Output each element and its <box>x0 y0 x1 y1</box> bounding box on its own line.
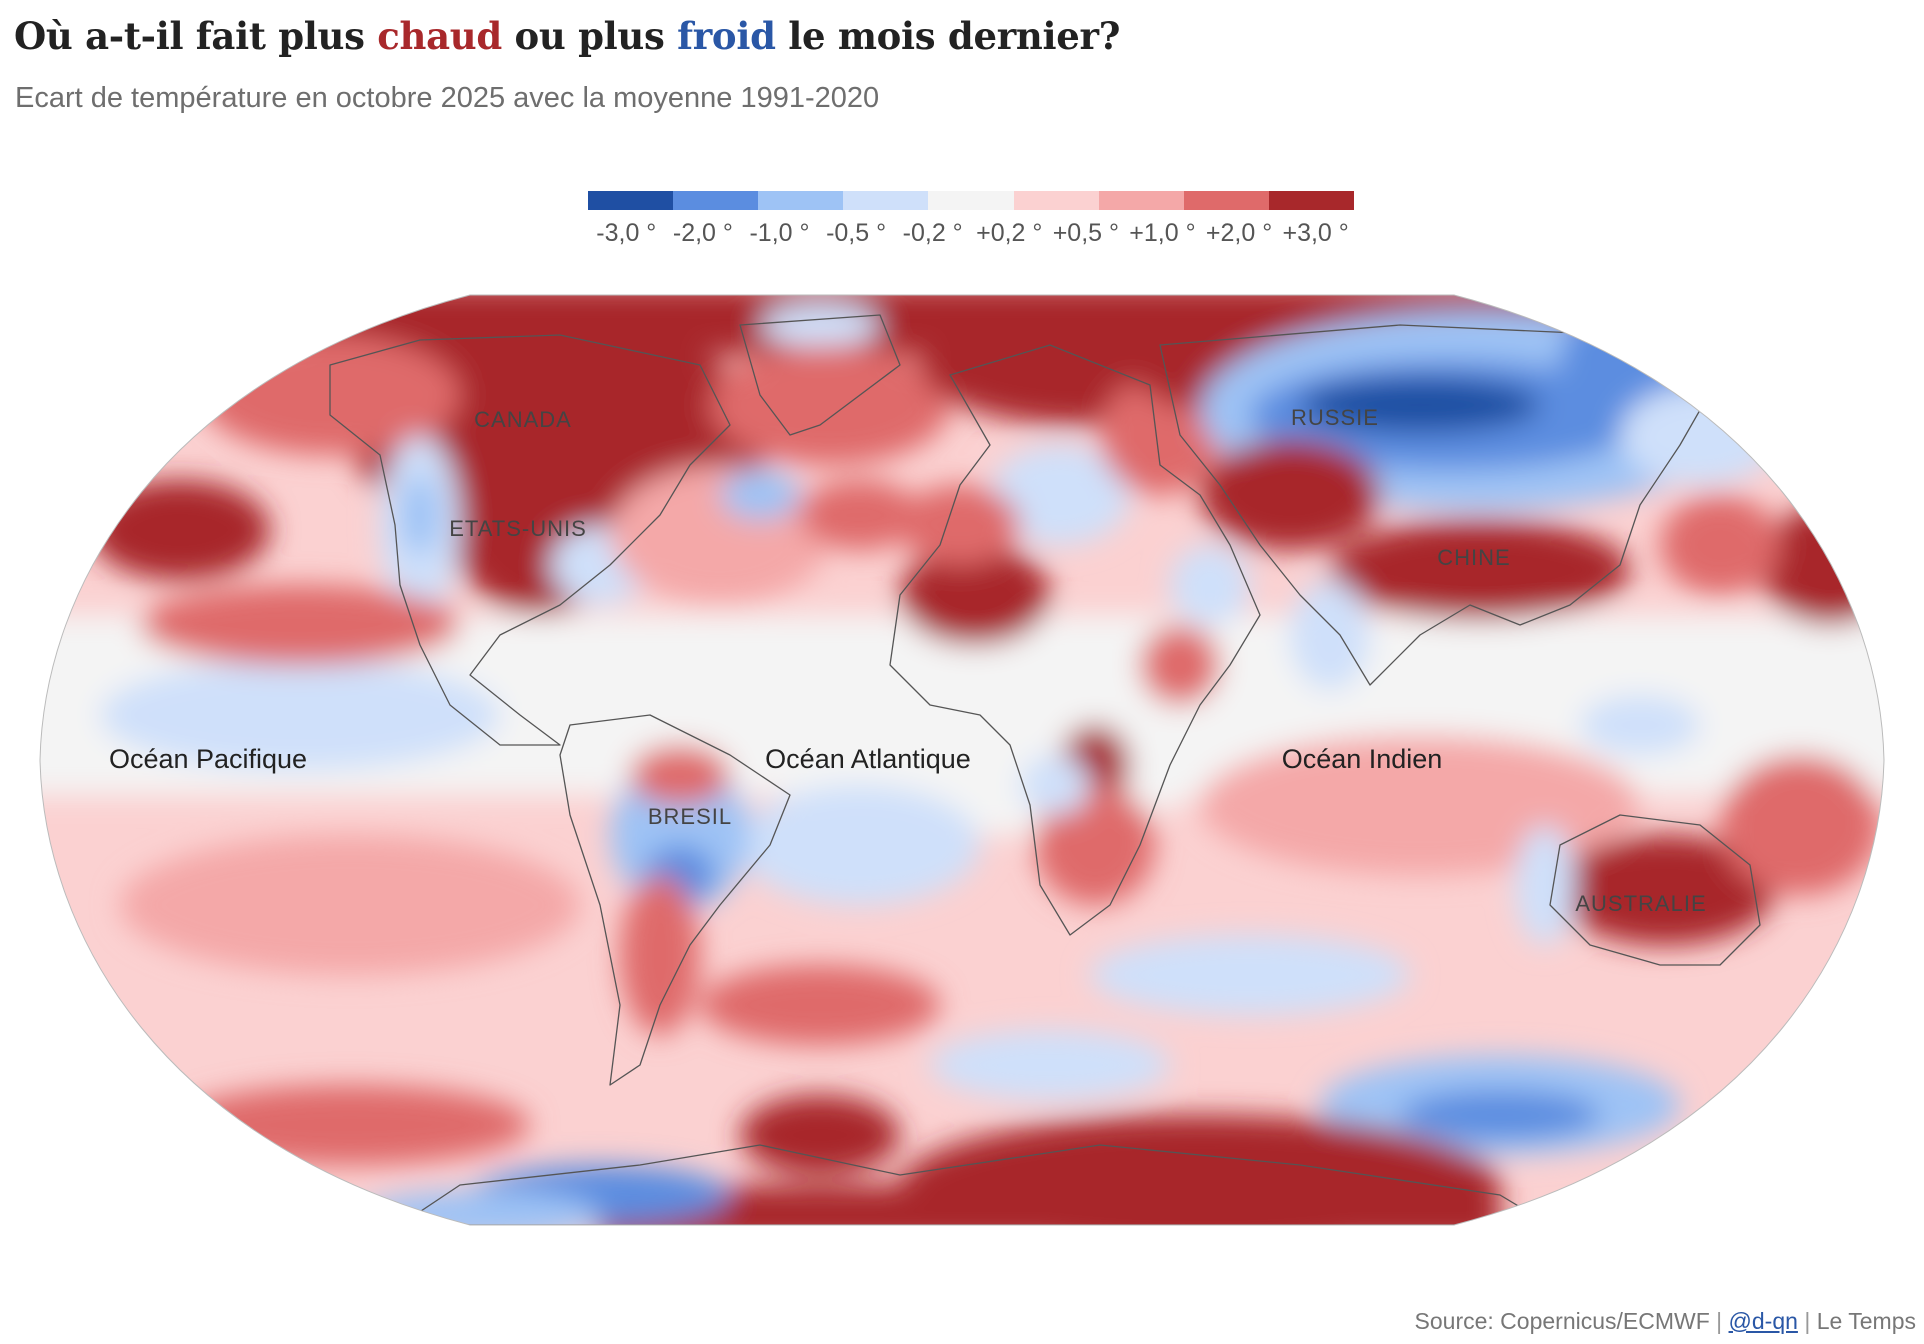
legend-label: -1,0 ° <box>749 219 810 247</box>
legend-swatch-1 <box>588 191 674 210</box>
label-bresil: BRESIL <box>648 804 732 829</box>
title-part-3: le mois dernier? <box>775 14 1121 58</box>
source-footer: Source: Copernicus/ECMWF | @d-qn | Le Te… <box>1415 1308 1916 1335</box>
label-australie: AUSTRALIE <box>1575 891 1706 916</box>
globe-outline <box>39 294 1885 1226</box>
legend-swatch-9 <box>1268 191 1354 210</box>
title-part-1: Où a-t-il fait plus <box>14 14 378 58</box>
legend-swatch-2 <box>673 191 759 210</box>
australia-outline <box>1549 814 1761 966</box>
label-russie: RUSSIE <box>1291 405 1379 430</box>
title-part-2: ou plus <box>501 14 678 58</box>
legend-label: +0,5 ° <box>1052 219 1119 247</box>
publisher-name: Le Temps <box>1816 1308 1916 1334</box>
legend-label: +1,0 ° <box>1129 219 1196 247</box>
footer-separator: | <box>1716 1308 1723 1334</box>
chart-title: Où a-t-il fait plus chaud ou plus froid … <box>14 14 1120 58</box>
legend-swatch-5 <box>928 191 1014 210</box>
greenland-outline <box>739 314 901 436</box>
map-labels: CANADA ETATS-UNIS RUSSIE CHINE BRESIL AU… <box>109 405 1706 916</box>
legend-labels: -3,0 ° -2,0 ° -1,0 ° -0,5 ° -0,2 ° +0,2 … <box>588 219 1354 248</box>
legend-swatch-4 <box>843 191 929 210</box>
coastlines <box>329 314 1761 1225</box>
label-canada: CANADA <box>474 407 572 432</box>
color-legend: -3,0 ° -2,0 ° -1,0 ° -0,5 ° -0,2 ° +0,2 … <box>588 191 1354 261</box>
label-ocean-pacifique: Océan Pacifique <box>109 744 307 774</box>
antarctica-outline <box>399 1144 1551 1225</box>
source-text: Source: Copernicus/ECMWF <box>1414 1308 1710 1334</box>
author-handle-link[interactable]: @d-qn <box>1728 1308 1798 1334</box>
europe-africa-outline <box>889 344 1261 936</box>
chart-subtitle: Ecart de température en octobre 2025 ave… <box>15 82 880 114</box>
legend-label: -0,2 ° <box>902 219 963 247</box>
north-america-outline <box>329 334 731 746</box>
legend-label: +2,0 ° <box>1205 219 1273 247</box>
legend-label: +0,2 ° <box>976 219 1043 247</box>
legend-swatch-7 <box>1098 191 1184 210</box>
title-cold-word: froid <box>677 14 776 58</box>
legend-label: +3,0 ° <box>1282 219 1349 247</box>
legend-swatch-3 <box>758 191 844 210</box>
legend-label: -2,0 ° <box>672 219 733 247</box>
legend-swatch-6 <box>1013 191 1099 210</box>
footer-separator: | <box>1804 1308 1811 1334</box>
legend-swatch-8 <box>1183 191 1269 210</box>
title-hot-word: chaud <box>377 14 502 58</box>
label-ocean-atlantique: Océan Atlantique <box>765 744 971 774</box>
legend-color-bar <box>588 191 1354 210</box>
legend-label: -3,0 ° <box>596 219 657 247</box>
label-chine: CHINE <box>1437 545 1510 570</box>
legend-label: -0,5 ° <box>826 219 887 247</box>
south-america-outline <box>559 714 791 1086</box>
label-etats-unis: ETATS-UNIS <box>449 516 587 541</box>
world-temperature-map: CANADA ETATS-UNIS RUSSIE CHINE BRESIL AU… <box>39 294 1885 1226</box>
label-ocean-indien: Océan Indien <box>1282 744 1443 774</box>
